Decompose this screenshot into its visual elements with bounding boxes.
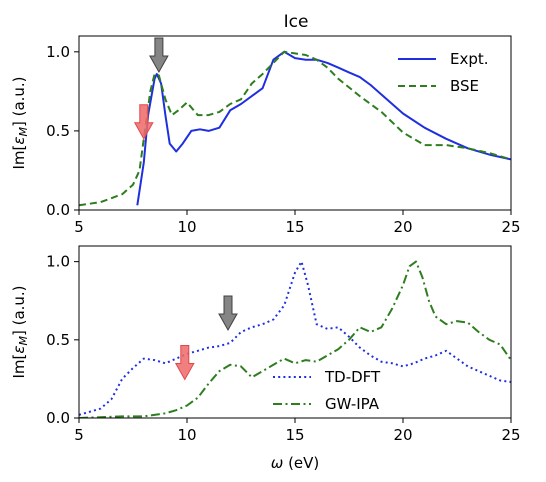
x-axis-label: ω (eV) <box>271 454 320 472</box>
y-axis-label: Im[εM] (a.u.) <box>10 285 30 378</box>
x-tick-label: 5 <box>74 426 84 444</box>
y-axis-label: Im[εM] (a.u.) <box>10 76 30 169</box>
x-tick-label: 20 <box>393 218 412 236</box>
chart-title: Ice <box>284 12 309 32</box>
x-tick-label: 20 <box>393 426 412 444</box>
y-tick-label: 0.5 <box>46 122 70 140</box>
gray-arrow-marker <box>149 37 169 74</box>
red-arrow-marker <box>174 345 195 381</box>
y-tick-label: 0.5 <box>46 331 70 349</box>
legend-label: Expt. <box>450 50 489 68</box>
plot-frame <box>78 245 512 419</box>
x-tick-label: 25 <box>501 218 520 236</box>
y-tick-label: 1.0 <box>46 43 70 61</box>
x-tick-label: 15 <box>285 218 304 236</box>
series-line-expt <box>136 50 511 206</box>
series-line-gw-ipa <box>79 260 511 418</box>
y-tick-label: 0.0 <box>46 201 70 219</box>
red-arrow-marker <box>133 104 154 140</box>
x-tick-label: 5 <box>74 218 84 236</box>
top-panel: 5 10 15 20 25 0.0 0.5 1.0 Im[εM] (a.u.) Expt. BSE <box>10 35 521 236</box>
gray-arrow-marker <box>218 295 238 332</box>
y-tick-label: 0.0 <box>46 409 70 427</box>
legend-label: BSE <box>450 77 479 95</box>
bottom-panel: 5 10 15 20 25 0.0 0.5 1.0 Im[εM] (a.u.) ω (eV) TD-… <box>10 245 521 472</box>
legend-label: GW-IPA <box>325 395 380 413</box>
x-tick-label: 10 <box>177 218 196 236</box>
x-tick-label: 25 <box>501 426 520 444</box>
y-tick-label: 1.0 <box>46 253 70 271</box>
series-line-td-dft <box>79 260 511 416</box>
legend-label: TD-DFT <box>324 368 381 386</box>
x-tick-label: 10 <box>177 426 196 444</box>
x-tick-label: 15 <box>285 426 304 444</box>
